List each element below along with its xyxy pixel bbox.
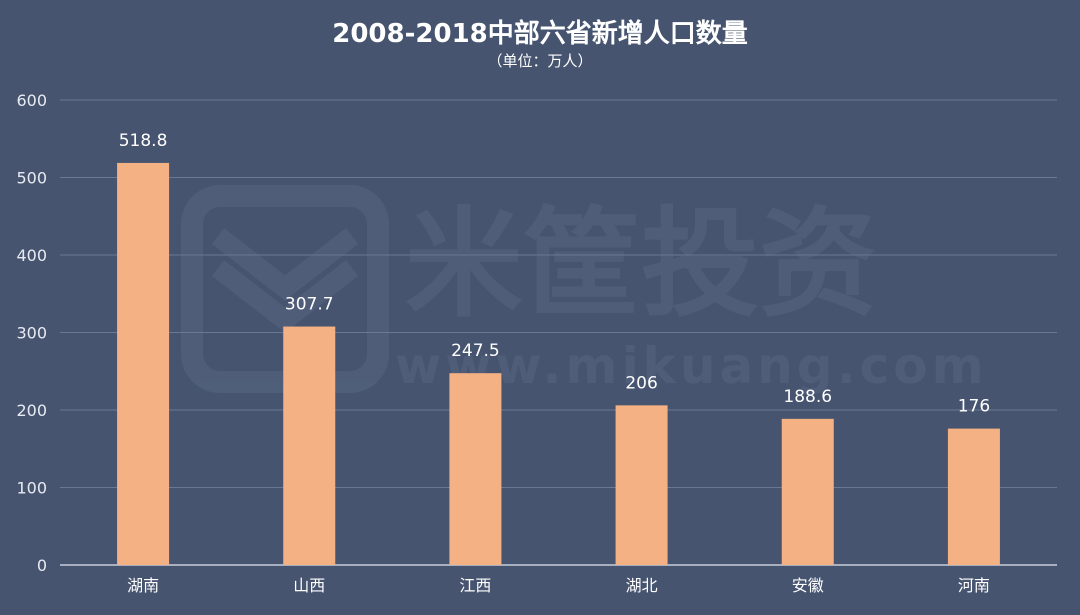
y-tick-label: 600	[16, 91, 47, 110]
y-tick-label: 0	[37, 556, 47, 575]
bar	[449, 373, 502, 565]
y-tick-label: 500	[16, 169, 47, 188]
data-label: 176	[958, 397, 990, 417]
y-tick-label: 200	[16, 401, 47, 420]
y-tick-label: 400	[16, 246, 47, 265]
x-tick-label: 安徽	[792, 576, 824, 595]
x-tick-label: 江西	[459, 576, 491, 595]
x-axis: 湖南 山西 江西 湖北 安徽 河南	[127, 576, 990, 595]
bar	[117, 162, 170, 565]
x-tick-label: 山西	[293, 576, 325, 595]
grid-lines	[60, 99, 1057, 566]
data-label: 518.8	[119, 131, 168, 151]
bars	[117, 162, 1000, 565]
y-axis: 0 100 200 300 400 500 600	[16, 91, 47, 575]
data-label: 247.5	[451, 341, 500, 361]
x-tick-label: 河南	[958, 576, 990, 595]
bar	[947, 428, 1000, 565]
chart-title: 2008-2018中部六省新增人口数量	[332, 18, 748, 49]
data-label: 307.7	[285, 295, 334, 315]
y-tick-label: 100	[16, 479, 47, 498]
data-label: 206	[625, 373, 657, 393]
x-tick-label: 湖北	[626, 576, 658, 595]
watermark-brand: 米筐投资	[405, 195, 877, 333]
bar	[615, 405, 668, 565]
x-tick-label: 湖南	[127, 576, 159, 595]
bar	[283, 326, 336, 565]
data-label: 188.6	[783, 387, 832, 407]
bar	[781, 418, 834, 565]
y-tick-label: 300	[16, 324, 47, 343]
data-labels: 518.8 307.7 247.5 206 188.6 176	[119, 131, 990, 417]
chart-subtitle: （单位：万人）	[487, 52, 592, 70]
